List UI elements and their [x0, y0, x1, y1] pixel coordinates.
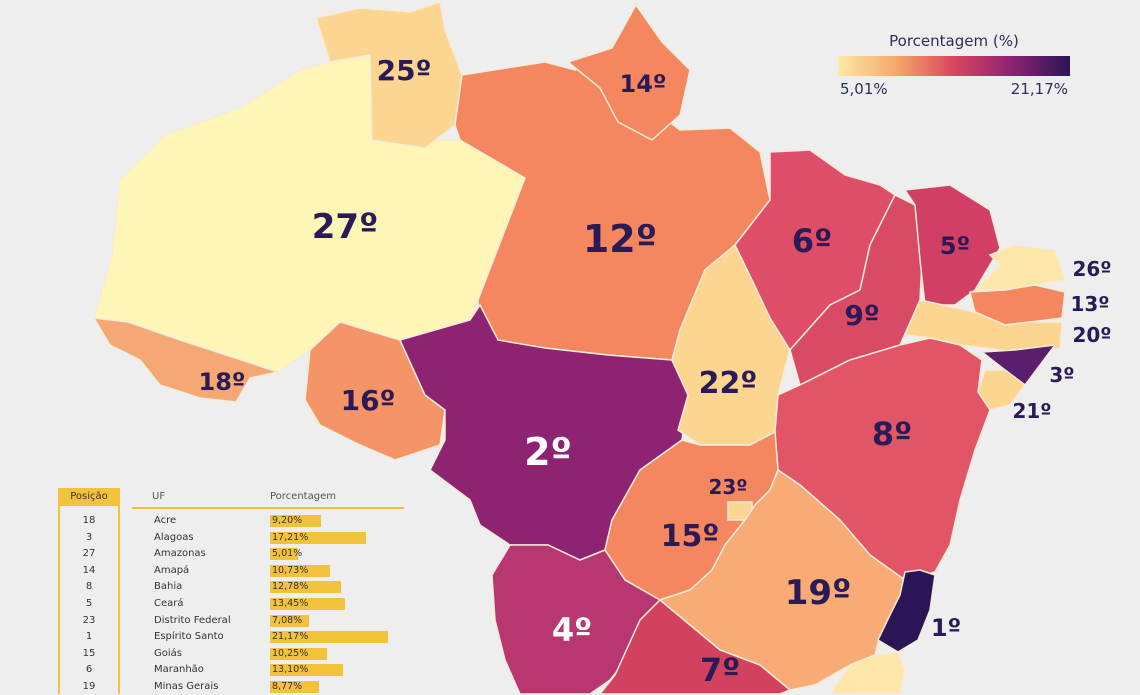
row-percent: 17,21% [272, 531, 309, 543]
table-row: 5 Ceará 13,45% [58, 596, 408, 612]
row-percent-bar [270, 598, 345, 610]
rank-label-goias: 15º [661, 519, 720, 554]
table-row: 14 Amapá 10,73% [58, 563, 408, 579]
legend-title: Porcentagem (%) [889, 32, 1019, 50]
header-uf: UF [152, 491, 166, 502]
row-percent: 10,25% [272, 647, 309, 659]
row-percent: 13,10% [272, 664, 309, 676]
table-row: 3 Alagoas 17,21% [58, 530, 408, 546]
rank-label-acre: 18º [199, 368, 246, 396]
rank-label-maranhao: 6º [792, 222, 832, 260]
table-row: 6 Maranhão 13,10% [58, 662, 408, 678]
table-row: 27 Amazonas 5,01% [58, 546, 408, 562]
row-percent: 7,08% [272, 614, 303, 626]
state-amapa[interactable] [566, 3, 691, 141]
state-ceara[interactable] [903, 184, 1001, 306]
row-percent: 13,45% [272, 598, 309, 609]
row-uf: Ceará [154, 598, 184, 609]
row-uf: Maranhão [154, 664, 204, 676]
position-column-border [58, 506, 120, 694]
state-rio-de-janeiro[interactable] [829, 651, 906, 694]
table-row: 23 Distrito Federal 7,08% [58, 613, 408, 629]
row-percent: 21,17% [272, 631, 309, 643]
rank-label-sao-paulo: 7º [700, 651, 740, 689]
row-position: 3 [85, 531, 93, 543]
rank-label-rio-grande-do-norte: 26º [1072, 257, 1111, 281]
header-position: Posição [58, 488, 120, 506]
rank-label-paraiba: 13º [1070, 292, 1109, 316]
legend-min-label: 5,01% [840, 80, 888, 98]
rank-label-rondonia: 16º [341, 384, 396, 417]
header-underline [132, 507, 404, 509]
row-position: 6 [85, 664, 93, 676]
row-percent-bar [270, 631, 388, 644]
table-row: 8 Bahia 12,78% [58, 579, 408, 595]
rank-label-sergipe: 21º [1012, 399, 1051, 423]
row-position: 1 [85, 631, 93, 643]
row-position: 23 [82, 614, 96, 626]
row-percent: 5,01% [272, 548, 303, 560]
state-espirito-santo[interactable] [877, 569, 936, 653]
ranking-table: Posição UF Porcentagem 18 Acre 9,20% 3 Alago… [58, 488, 408, 694]
rank-label-distrito-federal: 23º [708, 475, 747, 499]
row-percent-bar [270, 531, 366, 544]
row-percent-bar [270, 614, 309, 627]
row-position: 15 [82, 647, 96, 659]
row-uf: Minas Gerais [154, 681, 219, 692]
row-percent: 9,20% [272, 515, 303, 526]
row-percent-bar [270, 681, 319, 693]
state-acre[interactable] [92, 317, 281, 403]
rank-label-piaui: 9º [844, 299, 879, 332]
color-legend: Porcentagem (%) 5,01% 21,17% [838, 32, 1070, 102]
row-position: 27 [82, 548, 96, 560]
row-position: 5 [85, 598, 93, 609]
row-percent-bar [270, 548, 298, 561]
rank-label-amapa: 14º [620, 70, 667, 98]
rank-label-pernambuco: 20º [1072, 323, 1111, 347]
rank-label-roraima: 25º [377, 54, 432, 87]
row-uf: Goiás [154, 647, 182, 659]
row-percent-bar [270, 664, 343, 677]
rank-label-alagoas: 3º [1049, 363, 1074, 387]
row-percent-bar [270, 564, 330, 577]
rank-label-amazonas: 27º [312, 207, 379, 247]
rank-label-mato-grosso: 2º [524, 430, 572, 474]
row-uf: Amazonas [154, 548, 206, 560]
row-percent: 10,73% [272, 564, 309, 576]
row-position: 18 [82, 515, 96, 526]
row-percent-bar [270, 647, 327, 660]
legend-max-label: 21,17% [1010, 80, 1068, 98]
state-rondonia[interactable] [304, 321, 446, 461]
rank-label-ceara: 5º [940, 232, 970, 260]
row-percent-bar [270, 581, 341, 594]
table-row: 18 Acre 9,20% [58, 513, 408, 529]
state-sao-paulo[interactable] [599, 598, 792, 694]
row-uf: Amapá [154, 564, 190, 576]
table-row: 15 Goiás 10,25% [58, 646, 408, 662]
row-position: 14 [82, 564, 96, 576]
rank-label-espirito-santo: 1º [931, 614, 961, 642]
header-percent: Porcentagem [270, 491, 336, 502]
rank-label-bahia: 8º [872, 415, 912, 453]
row-uf: Distrito Federal [154, 614, 231, 626]
legend-gradient-bar [838, 56, 1070, 76]
rank-label-para: 12º [583, 217, 657, 261]
table-row: 1 Espírito Santo 21,17% [58, 629, 408, 645]
rank-label-minas-gerais: 19º [785, 573, 852, 613]
rank-label-mato-grosso-do-sul: 4º [552, 611, 592, 649]
row-uf: Alagoas [154, 531, 194, 543]
row-uf: Bahia [154, 581, 183, 593]
rank-label-tocantins: 22º [699, 366, 758, 401]
row-position: 19 [82, 681, 96, 692]
row-position: 8 [85, 581, 93, 593]
row-percent: 8,77% [272, 681, 303, 692]
row-percent: 12,78% [272, 581, 309, 593]
table-row: 19 Minas Gerais 8,77% [58, 679, 408, 695]
row-uf: Espírito Santo [154, 631, 224, 643]
row-percent-bar [270, 515, 321, 527]
row-uf: Acre [154, 515, 177, 526]
